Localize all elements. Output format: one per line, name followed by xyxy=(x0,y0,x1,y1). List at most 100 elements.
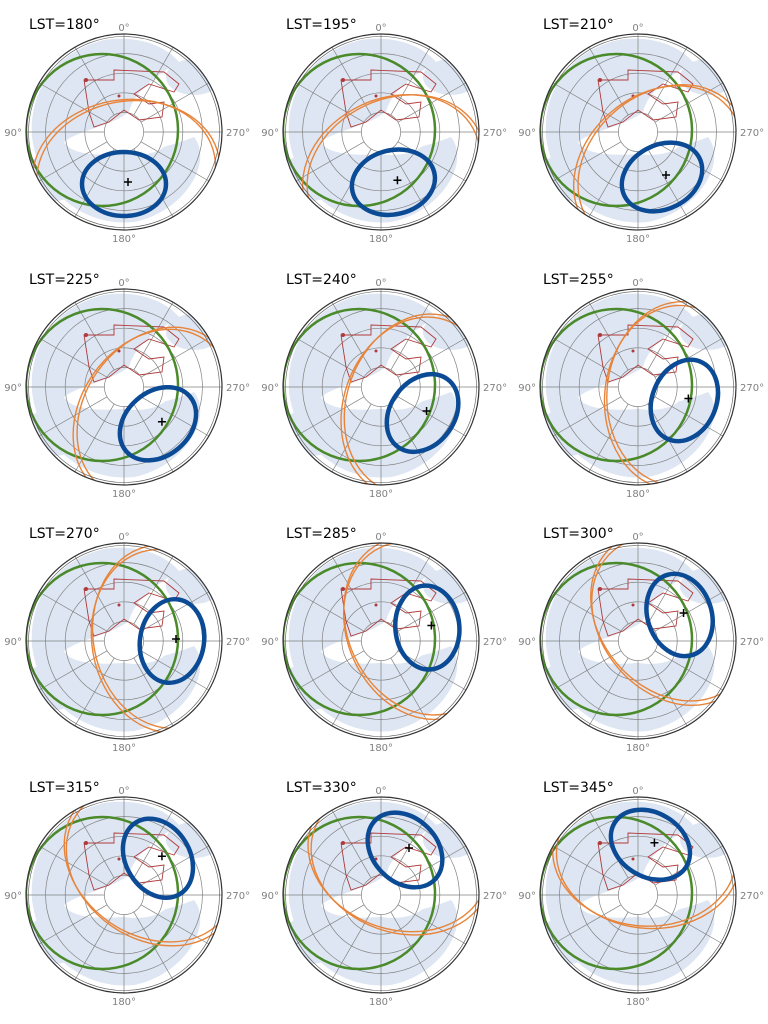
red-source-marker xyxy=(374,94,378,98)
sky-coverage xyxy=(423,59,479,95)
grid-spoke xyxy=(133,911,174,981)
sky-coverage xyxy=(423,822,479,858)
angle-tick-label: 180° xyxy=(626,489,650,500)
panel-frame xyxy=(539,542,737,740)
angle-tick-label: 270° xyxy=(740,637,764,648)
grid-spoke xyxy=(140,141,210,182)
angle-tick-label: 180° xyxy=(626,743,650,754)
angle-tick-label: 0° xyxy=(118,532,129,543)
grid-spoke xyxy=(647,555,688,625)
grid-spoke xyxy=(654,591,724,632)
green-circle xyxy=(540,52,694,208)
grid-spoke xyxy=(38,845,108,886)
panel-title: LST=315° xyxy=(29,780,100,796)
blue-ellipse xyxy=(117,384,199,463)
panel-title: LST=255° xyxy=(543,272,614,288)
angle-tick-label: 0° xyxy=(632,278,643,289)
angle-tick-label: 90° xyxy=(4,128,22,139)
green-circle xyxy=(540,307,694,463)
pointing-cross xyxy=(157,417,166,426)
red-contour xyxy=(83,324,180,383)
grid-spoke xyxy=(74,809,115,879)
angle-tick-label: 270° xyxy=(740,128,764,139)
sky-gap xyxy=(616,119,684,155)
grid-spoke xyxy=(397,337,467,378)
panel-frame xyxy=(28,291,220,483)
angle-tick-label: 90° xyxy=(261,383,279,394)
sky-gap xyxy=(359,119,427,155)
angle-tick-label: 90° xyxy=(261,891,279,902)
panel-frame xyxy=(25,33,223,231)
grid-spoke xyxy=(552,591,622,632)
grid-spoke xyxy=(588,809,629,879)
angle-tick-label: 270° xyxy=(483,383,507,394)
grid-spoke xyxy=(331,809,372,879)
angle-tick-label: 90° xyxy=(4,637,22,648)
panel-title: LST=180° xyxy=(29,17,100,33)
grid-spoke xyxy=(647,46,688,116)
red-source-marker xyxy=(598,333,602,337)
panel-frame xyxy=(285,545,477,737)
orange-ring xyxy=(310,797,479,936)
panel-title: LST=300° xyxy=(543,526,614,542)
red-contour xyxy=(340,578,437,637)
angle-tick-label: 270° xyxy=(740,383,764,394)
sky-gap xyxy=(616,374,684,410)
angle-tick-label: 0° xyxy=(118,23,129,34)
angle-tick-label: 180° xyxy=(369,234,393,245)
orange-ring xyxy=(603,304,736,485)
grid-spoke xyxy=(140,396,210,437)
sky-gap xyxy=(359,882,427,918)
angle-tick-label: 180° xyxy=(626,234,650,245)
red-source-marker xyxy=(598,78,602,82)
panel-frame xyxy=(25,288,223,486)
orange-ring xyxy=(340,316,479,485)
angle-tick-label: 0° xyxy=(118,786,129,797)
red-contour xyxy=(597,69,694,128)
green-circle xyxy=(540,815,694,971)
angle-tick-label: 0° xyxy=(375,532,386,543)
grid-spoke xyxy=(74,555,115,625)
angle-tick-label: 270° xyxy=(226,383,250,394)
red-source-marker xyxy=(117,94,121,98)
grid-spoke xyxy=(390,301,431,371)
sky-coverage xyxy=(423,314,479,350)
pointing-cross xyxy=(124,178,132,186)
grid-spoke xyxy=(588,403,629,473)
panel-frame xyxy=(542,545,734,737)
sky-gap xyxy=(359,628,427,664)
panel-frame xyxy=(539,288,737,486)
grid-spoke xyxy=(133,148,174,218)
sky-gap xyxy=(616,628,684,664)
grid-spoke xyxy=(654,904,724,945)
green-circle xyxy=(283,815,437,971)
panel-title: LST=195° xyxy=(286,17,357,33)
blue-ellipse xyxy=(393,583,462,672)
panel-frame xyxy=(25,796,223,994)
red-source-marker xyxy=(84,333,88,337)
panel-frame xyxy=(28,36,220,228)
panel-frame xyxy=(285,799,477,991)
angle-tick-label: 0° xyxy=(118,278,129,289)
angle-tick-label: 90° xyxy=(518,891,536,902)
angle-tick-label: 0° xyxy=(375,278,386,289)
angle-tick-label: 90° xyxy=(261,128,279,139)
grid-spoke xyxy=(552,845,622,886)
pointing-cross xyxy=(393,176,402,185)
pointing-cross xyxy=(650,838,659,847)
red-source-marker xyxy=(117,349,121,353)
grid-spoke xyxy=(331,301,372,371)
grid-spoke xyxy=(140,591,210,632)
blue-ellipse xyxy=(644,571,715,659)
grid-spoke xyxy=(588,148,629,218)
angle-tick-label: 180° xyxy=(369,743,393,754)
red-source-marker xyxy=(117,603,121,607)
angle-tick-label: 270° xyxy=(483,891,507,902)
red-contour xyxy=(83,832,180,891)
grid-spoke xyxy=(331,403,372,473)
angle-tick-label: 0° xyxy=(375,786,386,797)
grid-spoke xyxy=(390,403,431,473)
grid-spoke xyxy=(74,148,115,218)
angle-tick-label: 0° xyxy=(632,532,643,543)
grid-spoke xyxy=(647,911,688,981)
